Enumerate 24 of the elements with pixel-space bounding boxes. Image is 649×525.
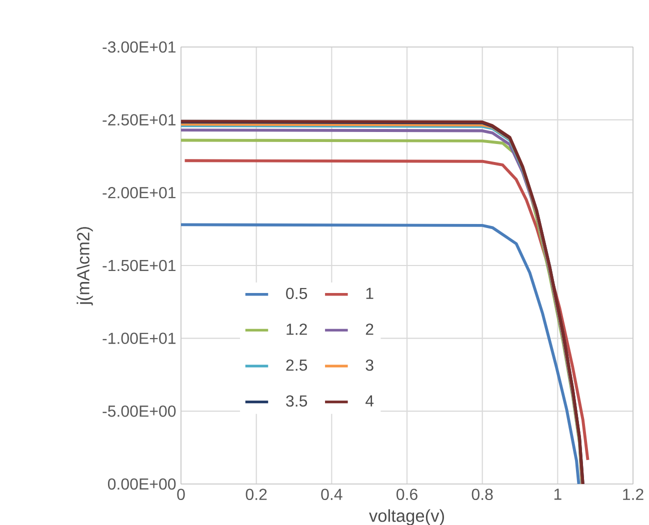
legend-label: 2.5 xyxy=(286,359,308,371)
y-tick-label: -5.00E+00 xyxy=(102,406,176,417)
x-tick-label: 1 xyxy=(554,488,562,500)
legend-label: 3.5 xyxy=(286,395,308,407)
y-tick-label: -2.50E+01 xyxy=(102,114,176,126)
y-axis-title: j(mA\cm2) xyxy=(76,227,93,306)
x-tick-label: 0.2 xyxy=(246,488,267,500)
x-axis-title: voltage(v) xyxy=(369,509,444,525)
x-tick-label: 1.2 xyxy=(623,488,644,500)
legend-label: 3 xyxy=(366,359,374,371)
legend-label: 2 xyxy=(366,324,374,335)
y-tick-label: -1.50E+01 xyxy=(102,260,176,272)
legend-label: 4 xyxy=(366,395,374,406)
y-tick-label: 0.00E+00 xyxy=(108,478,176,490)
x-tick-label: 0.6 xyxy=(396,488,418,500)
y-tick-label: -2.00E+01 xyxy=(102,187,176,198)
x-tick-label: 0.4 xyxy=(321,488,342,500)
legend-label: 1.2 xyxy=(286,324,307,335)
y-tick-label: -3.00E+01 xyxy=(102,41,176,53)
legend-label: 1 xyxy=(366,288,374,299)
y-tick-label: -1.00E+01 xyxy=(102,332,176,344)
x-tick-label: 0 xyxy=(177,488,185,500)
legend-label: 0.5 xyxy=(286,288,308,300)
x-tick-label: 0.8 xyxy=(472,488,493,500)
